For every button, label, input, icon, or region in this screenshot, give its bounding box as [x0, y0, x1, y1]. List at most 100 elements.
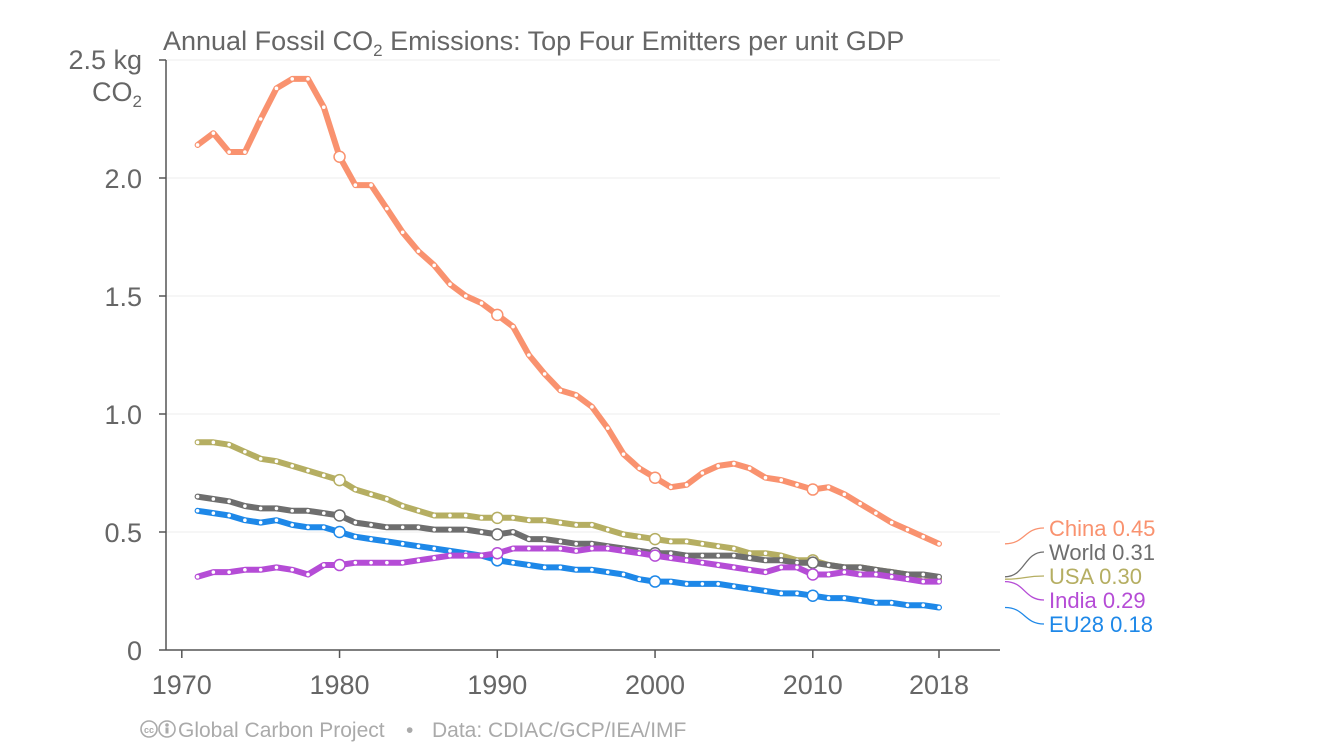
data-point [227, 499, 231, 504]
data-point [590, 567, 594, 572]
data-point [590, 542, 594, 546]
data-point [732, 584, 736, 589]
data-point [637, 534, 642, 539]
data-point [806, 589, 820, 602]
data-point [937, 575, 941, 579]
data-point [491, 528, 504, 541]
data-point [416, 525, 421, 530]
data-point [290, 464, 295, 468]
data-point [400, 542, 405, 546]
data-point [195, 575, 200, 579]
data-point [905, 527, 910, 532]
data-point [905, 603, 910, 607]
data-point [921, 603, 926, 607]
data-point [669, 556, 673, 560]
data-point [779, 553, 784, 558]
data-point [385, 539, 389, 544]
data-point [858, 565, 862, 570]
data-point [842, 565, 847, 570]
data-point [369, 537, 373, 541]
data-point [763, 558, 768, 563]
legend-end-value: 0.18 [1104, 612, 1153, 637]
data-point [491, 546, 504, 560]
legend-label: EU28 0.18 [1049, 612, 1153, 637]
data-point [400, 525, 405, 530]
data-point [353, 534, 358, 539]
data-point [806, 568, 820, 581]
data-point [716, 553, 720, 558]
data-point [937, 605, 941, 610]
data-point [274, 565, 279, 570]
data-point [732, 565, 736, 570]
data-point [227, 442, 231, 447]
legend-item-eu28: EU28 0.18 [1004, 606, 1153, 637]
data-point [937, 542, 941, 546]
data-point [211, 511, 216, 515]
footer: cc Global Carbon Project • Data: CDIAC/G… [140, 719, 686, 742]
data-point [874, 511, 878, 515]
data-point [795, 565, 799, 570]
data-point [700, 553, 705, 558]
svg-text:cc: cc [144, 725, 154, 735]
data-point [195, 440, 200, 445]
data-point [700, 542, 705, 546]
data-point [558, 546, 563, 551]
data-point [369, 183, 373, 187]
data-point [353, 487, 358, 492]
legend-end-value: 0.45 [1106, 516, 1155, 541]
data-point [795, 560, 799, 565]
data-point [369, 523, 373, 527]
data-point [826, 596, 831, 600]
x-tick-label: 1990 [467, 670, 527, 700]
x-tick-label: 1980 [310, 670, 370, 700]
data-point [211, 497, 216, 501]
data-point [889, 520, 894, 525]
chart-title-main: Annual Fossil CO [163, 26, 373, 56]
legend-connector [1004, 606, 1045, 625]
data-point [385, 560, 389, 565]
data-point [574, 567, 578, 572]
x-tick-label: 2010 [783, 670, 843, 700]
legend-item-usa: USA 0.30 [1004, 564, 1142, 589]
footer-separator: • [406, 719, 413, 742]
data-point [763, 570, 768, 574]
data-point [353, 560, 358, 565]
data-point [826, 485, 831, 489]
series-china [194, 75, 942, 547]
data-point [258, 457, 263, 461]
data-point [732, 553, 736, 558]
data-point [779, 478, 784, 482]
x-tick-label: 2018 [909, 670, 969, 700]
data-point [763, 551, 768, 556]
legend-connector [1004, 575, 1045, 580]
data-point [463, 294, 468, 298]
data-point [648, 575, 662, 588]
data-point [227, 570, 231, 574]
data-point [621, 549, 626, 553]
data-point [333, 473, 346, 487]
legend-series-name: India [1049, 588, 1097, 613]
data-point [448, 549, 452, 553]
data-point [511, 530, 515, 534]
data-point [605, 426, 610, 430]
y-tick-label: 1.5 [104, 282, 142, 312]
data-point [684, 483, 689, 487]
data-point [700, 582, 705, 586]
data-point [858, 598, 862, 603]
data-point [637, 577, 642, 581]
legend-end-value: 0.30 [1093, 564, 1142, 589]
data-point [716, 582, 720, 586]
data-point [527, 563, 531, 567]
grid-layer [166, 59, 1000, 533]
data-point [621, 532, 626, 537]
data-point [648, 471, 662, 484]
data-point [921, 534, 926, 539]
data-point [243, 567, 247, 572]
data-point [779, 565, 784, 570]
data-point [858, 501, 862, 506]
data-point [732, 546, 736, 551]
legend-label: India 0.29 [1049, 588, 1146, 613]
data-point [558, 520, 563, 525]
data-point [290, 77, 295, 81]
legend-label: China 0.45 [1049, 516, 1155, 541]
